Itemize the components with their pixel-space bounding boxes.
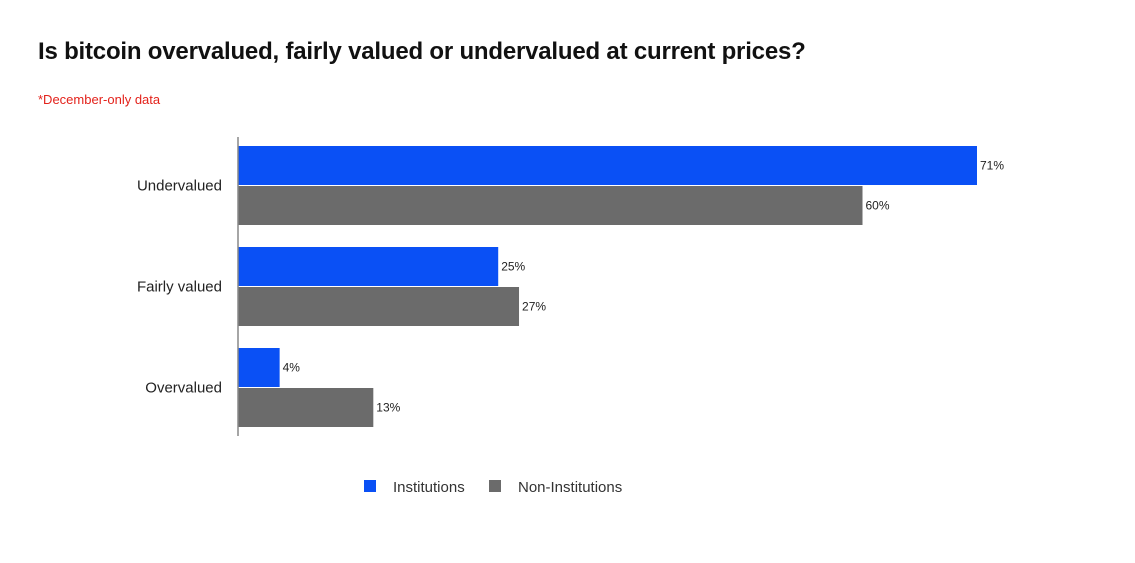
data-label-non-institutions-overvalued: 13% xyxy=(376,401,400,415)
chart-title: Is bitcoin overvalued, fairly valued or … xyxy=(38,38,806,65)
legend-label-non-institutions: Non-Institutions xyxy=(518,479,622,496)
data-label-institutions-overvalued: 4% xyxy=(283,361,301,375)
data-label-non-institutions-fairly-valued: 27% xyxy=(522,300,546,314)
bar-institutions-undervalued xyxy=(238,146,977,185)
legend-swatch-institutions xyxy=(364,480,376,492)
category-label-undervalued: Undervalued xyxy=(137,178,222,195)
category-label-overvalued: Overvalued xyxy=(145,380,222,397)
legend-swatch-non-institutions xyxy=(489,480,501,492)
bar-non-institutions-fairly-valued xyxy=(238,287,520,326)
legend: Institutions Non-Institutions xyxy=(364,479,622,496)
category-label-fairly-valued: Fairly valued xyxy=(137,279,222,296)
bar-institutions-overvalued xyxy=(238,348,280,387)
chart-subtitle: *December-only data xyxy=(38,92,161,107)
data-label-institutions-fairly-valued: 25% xyxy=(501,260,525,274)
bars-layer: Undervalued 71% 60% Fairly valued 25% 27% Over… xyxy=(137,146,1004,427)
bar-non-institutions-undervalued xyxy=(238,186,863,225)
bar-non-institutions-overvalued xyxy=(238,388,374,427)
bar-institutions-fairly-valued xyxy=(238,247,499,286)
legend-label-institutions: Institutions xyxy=(393,479,465,496)
data-label-non-institutions-undervalued: 60% xyxy=(866,199,890,213)
data-label-institutions-undervalued: 71% xyxy=(980,159,1004,173)
